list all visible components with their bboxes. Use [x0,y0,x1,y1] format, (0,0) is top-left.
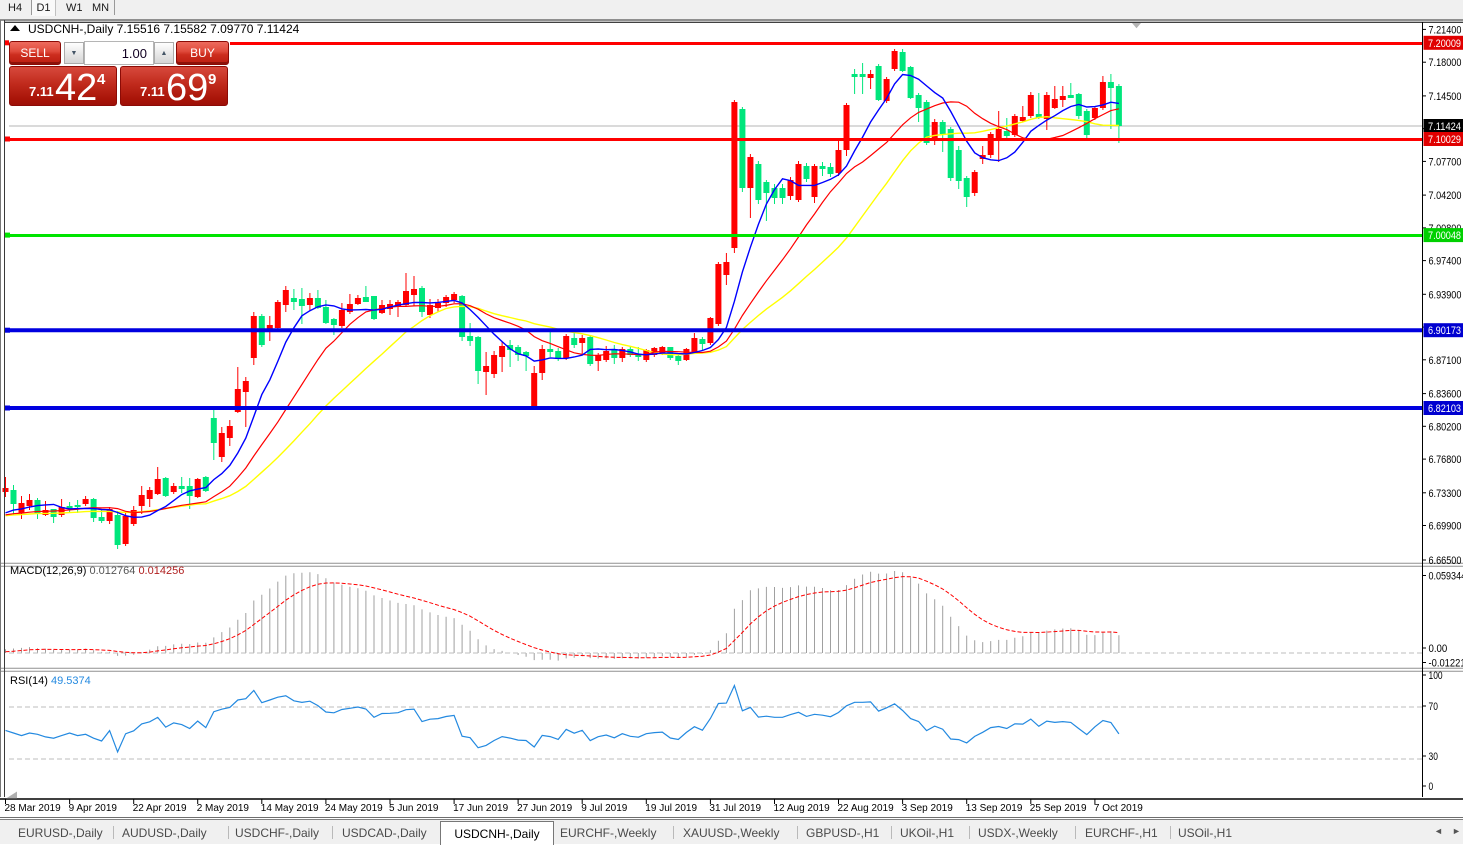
svg-text:22 Apr 2019: 22 Apr 2019 [133,803,187,814]
svg-text:6.83600: 6.83600 [1429,389,1462,401]
svg-text:19 Jul 2019: 19 Jul 2019 [645,803,697,814]
svg-text:25 Sep 2019: 25 Sep 2019 [1030,803,1087,814]
svg-text:12 Aug 2019: 12 Aug 2019 [774,803,831,814]
svg-text:6.73300: 6.73300 [1429,488,1462,500]
svg-text:6.82103: 6.82103 [1428,403,1461,415]
svg-text:7.18000: 7.18000 [1429,57,1462,69]
svg-text:RSI(14) 49.5374: RSI(14) 49.5374 [10,675,91,687]
svg-text:7.21400: 7.21400 [1429,24,1462,36]
svg-text:7 Oct 2019: 7 Oct 2019 [1094,803,1143,814]
svg-text:-0.012219: -0.012219 [1429,658,1463,670]
svg-text:7.11424: 7.11424 [1428,121,1461,133]
svg-text:70: 70 [1429,701,1438,713]
svg-text:14 May 2019: 14 May 2019 [261,803,319,814]
svg-text:7.07700: 7.07700 [1429,156,1462,168]
svg-text:MACD(12,26,9) 0.012764 0.01425: MACD(12,26,9) 0.012764 0.014256 [10,565,184,577]
svg-text:7.04200: 7.04200 [1429,190,1462,202]
svg-text:6.97400: 6.97400 [1429,256,1462,268]
svg-text:5 Jun 2019: 5 Jun 2019 [389,803,439,814]
svg-text:31 Jul 2019: 31 Jul 2019 [709,803,761,814]
svg-text:100: 100 [1429,670,1443,682]
svg-text:7.10029: 7.10029 [1428,134,1461,146]
svg-text:24 May 2019: 24 May 2019 [325,803,383,814]
svg-text:6.76800: 6.76800 [1429,454,1462,466]
svg-text:28 Mar 2019: 28 Mar 2019 [5,803,62,814]
svg-text:6.69900: 6.69900 [1429,521,1462,533]
svg-text:0.059344: 0.059344 [1429,571,1463,583]
svg-text:6.90173: 6.90173 [1428,325,1461,337]
svg-text:6.66500: 6.66500 [1429,555,1462,567]
svg-text:6.87100: 6.87100 [1429,355,1462,367]
svg-text:7.14500: 7.14500 [1429,91,1462,103]
svg-text:6.80200: 6.80200 [1429,421,1462,433]
svg-text:22 Aug 2019: 22 Aug 2019 [838,803,895,814]
svg-text:13 Sep 2019: 13 Sep 2019 [966,803,1023,814]
svg-text:USDCNH-,Daily 7.15516 7.15582: USDCNH-,Daily 7.15516 7.15582 7.09770 7.… [28,22,300,36]
svg-text:9 Apr 2019: 9 Apr 2019 [69,803,118,814]
svg-text:27 Jun 2019: 27 Jun 2019 [517,803,572,814]
svg-text:30: 30 [1429,751,1438,763]
svg-text:0: 0 [1429,781,1434,793]
svg-text:17 Jun 2019: 17 Jun 2019 [453,803,508,814]
svg-text:7.00048: 7.00048 [1428,230,1461,242]
svg-text:7.20009: 7.20009 [1428,38,1461,50]
svg-text:0.00: 0.00 [1429,643,1448,655]
svg-text:6.93900: 6.93900 [1429,289,1462,301]
svg-text:9 Jul 2019: 9 Jul 2019 [581,803,628,814]
svg-text:2 May 2019: 2 May 2019 [197,803,250,814]
svg-text:3 Sep 2019: 3 Sep 2019 [902,803,954,814]
